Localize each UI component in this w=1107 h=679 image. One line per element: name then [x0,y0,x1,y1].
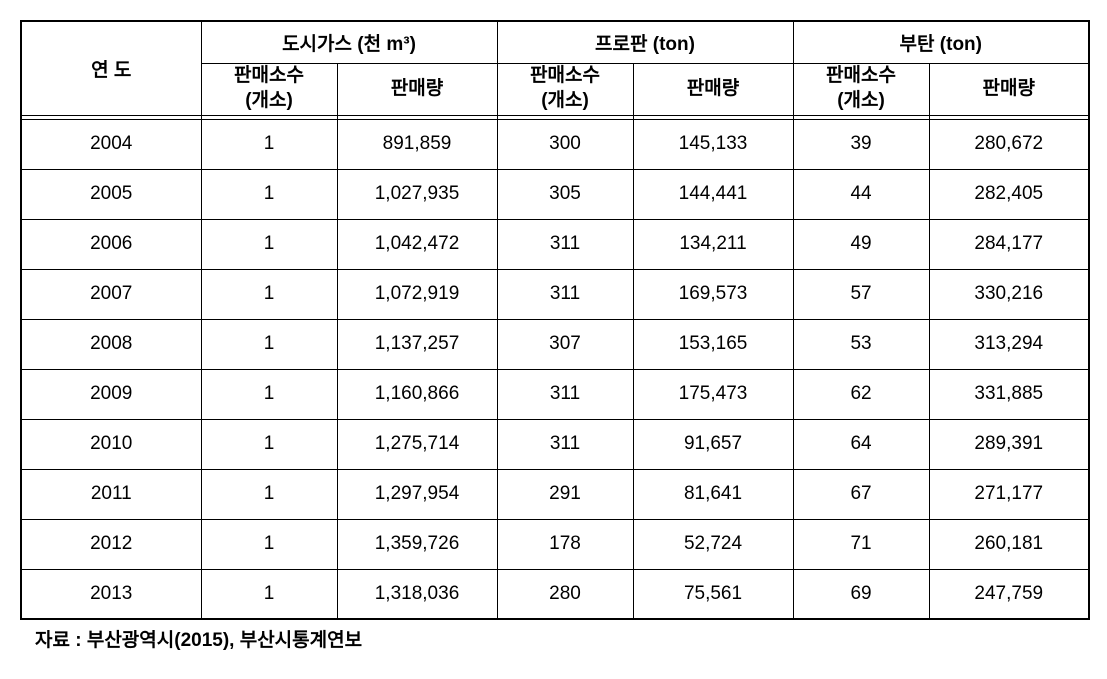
cell-propane-stores: 178 [497,519,633,569]
gas-sales-table: 연 도 도시가스 (천 m³) 프로판 (ton) 부탄 (ton) 판매소수(… [20,20,1090,620]
cell-citygas-sales: 891,859 [337,119,497,169]
cell-propane-sales: 75,561 [633,569,793,619]
cell-citygas-stores: 1 [201,569,337,619]
cell-citygas-sales: 1,042,472 [337,219,497,269]
cell-citygas-stores: 1 [201,319,337,369]
cell-year: 2012 [21,519,201,569]
cell-propane-stores: 305 [497,169,633,219]
table-row: 201011,275,71431191,65764289,391 [21,419,1089,469]
col-header-butane-sales: 판매량 [929,63,1089,115]
cell-citygas-stores: 1 [201,519,337,569]
cell-citygas-sales: 1,318,036 [337,569,497,619]
table-row: 201311,318,03628075,56169247,759 [21,569,1089,619]
table-container: 연 도 도시가스 (천 m³) 프로판 (ton) 부탄 (ton) 판매소수(… [20,20,1087,652]
cell-butane-stores: 49 [793,219,929,269]
cell-propane-stores: 307 [497,319,633,369]
cell-propane-sales: 81,641 [633,469,793,519]
cell-propane-stores: 280 [497,569,633,619]
table-row: 20041891,859300145,13339280,672 [21,119,1089,169]
cell-propane-stores: 291 [497,469,633,519]
cell-propane-sales: 144,441 [633,169,793,219]
cell-butane-sales: 247,759 [929,569,1089,619]
cell-citygas-stores: 1 [201,419,337,469]
source-citation: 자료 : 부산광역시(2015), 부산시통계연보 [20,625,1087,652]
table-row: 200511,027,935305144,44144282,405 [21,169,1089,219]
cell-butane-stores: 69 [793,569,929,619]
col-header-butane: 부탄 (ton) [793,21,1089,63]
col-header-propane-sales: 판매량 [633,63,793,115]
cell-propane-sales: 169,573 [633,269,793,319]
cell-citygas-stores: 1 [201,119,337,169]
cell-citygas-sales: 1,297,954 [337,469,497,519]
cell-citygas-sales: 1,027,935 [337,169,497,219]
cell-propane-stores: 311 [497,369,633,419]
col-header-year: 연 도 [21,21,201,115]
cell-butane-sales: 330,216 [929,269,1089,319]
cell-year: 2007 [21,269,201,319]
cell-year: 2008 [21,319,201,369]
cell-citygas-sales: 1,160,866 [337,369,497,419]
table-row: 200811,137,257307153,16553313,294 [21,319,1089,369]
cell-propane-stores: 311 [497,269,633,319]
cell-butane-stores: 62 [793,369,929,419]
cell-butane-stores: 71 [793,519,929,569]
table-row: 200711,072,919311169,57357330,216 [21,269,1089,319]
cell-butane-sales: 331,885 [929,369,1089,419]
cell-citygas-sales: 1,275,714 [337,419,497,469]
cell-butane-stores: 53 [793,319,929,369]
col-header-butane-stores: 판매소수(개소) [793,63,929,115]
cell-propane-stores: 311 [497,219,633,269]
cell-year: 2010 [21,419,201,469]
cell-propane-stores: 300 [497,119,633,169]
cell-citygas-stores: 1 [201,169,337,219]
cell-butane-sales: 282,405 [929,169,1089,219]
col-header-propane-stores: 판매소수(개소) [497,63,633,115]
cell-propane-sales: 153,165 [633,319,793,369]
cell-butane-stores: 64 [793,419,929,469]
cell-propane-sales: 145,133 [633,119,793,169]
cell-propane-sales: 52,724 [633,519,793,569]
cell-year: 2009 [21,369,201,419]
cell-butane-stores: 39 [793,119,929,169]
cell-butane-sales: 280,672 [929,119,1089,169]
cell-year: 2006 [21,219,201,269]
cell-year: 2005 [21,169,201,219]
cell-propane-sales: 175,473 [633,369,793,419]
cell-propane-stores: 311 [497,419,633,469]
cell-butane-sales: 271,177 [929,469,1089,519]
cell-butane-stores: 57 [793,269,929,319]
cell-butane-sales: 313,294 [929,319,1089,369]
table-row: 201111,297,95429181,64167271,177 [21,469,1089,519]
cell-butane-stores: 67 [793,469,929,519]
table-row: 200911,160,866311175,47362331,885 [21,369,1089,419]
col-header-citygas: 도시가스 (천 m³) [201,21,497,63]
col-header-propane: 프로판 (ton) [497,21,793,63]
cell-propane-sales: 91,657 [633,419,793,469]
cell-citygas-sales: 1,359,726 [337,519,497,569]
table-body: 20041891,859300145,13339280,672200511,02… [21,119,1089,619]
cell-year: 2013 [21,569,201,619]
cell-year: 2011 [21,469,201,519]
cell-citygas-sales: 1,072,919 [337,269,497,319]
cell-citygas-stores: 1 [201,269,337,319]
cell-year: 2004 [21,119,201,169]
table-row: 200611,042,472311134,21149284,177 [21,219,1089,269]
cell-citygas-stores: 1 [201,219,337,269]
col-header-citygas-stores: 판매소수(개소) [201,63,337,115]
cell-butane-sales: 284,177 [929,219,1089,269]
cell-butane-stores: 44 [793,169,929,219]
cell-butane-sales: 260,181 [929,519,1089,569]
table-row: 201211,359,72617852,72471260,181 [21,519,1089,569]
cell-butane-sales: 289,391 [929,419,1089,469]
cell-citygas-sales: 1,137,257 [337,319,497,369]
col-header-citygas-sales: 판매량 [337,63,497,115]
cell-citygas-stores: 1 [201,369,337,419]
cell-propane-sales: 134,211 [633,219,793,269]
cell-citygas-stores: 1 [201,469,337,519]
